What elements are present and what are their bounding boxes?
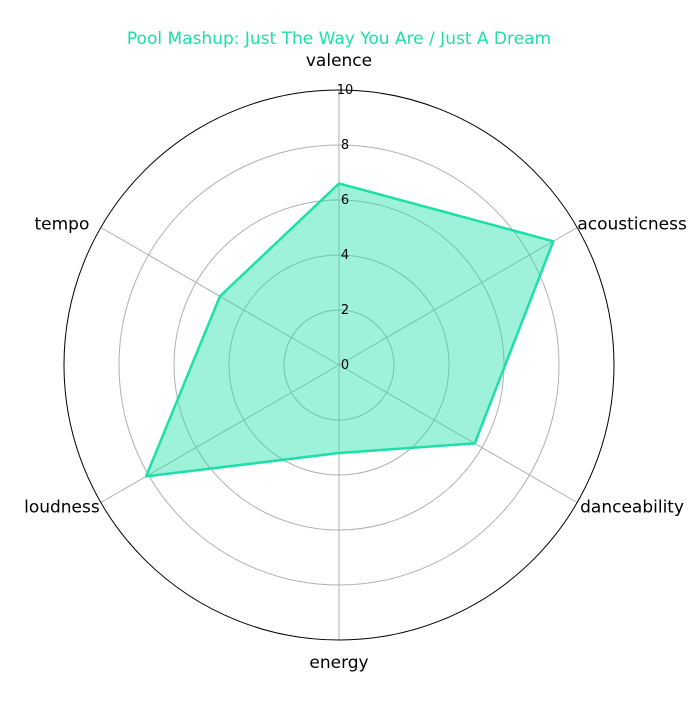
axis-labels: valence acousticness danceability energy lou… [24, 51, 687, 673]
spoke-acousticness [338, 227, 578, 366]
series-fill [146, 183, 554, 477]
radar-series [144, 182, 555, 478]
radial-tick-labels: 0 2 4 6 8 10 [337, 83, 354, 373]
axis-label-acousticness: acousticness [577, 215, 687, 235]
axis-label-tempo: tempo [34, 215, 89, 235]
axis-label-danceability: danceability [580, 498, 684, 518]
axis-label-energy: energy [309, 653, 368, 673]
chart-title: Pool Mashup: Just The Way You Are / Just… [127, 29, 551, 49]
tick-label-0: 0 [341, 358, 349, 373]
tick-label-6: 6 [341, 193, 349, 208]
spoke-loudness [100, 364, 340, 503]
axis-label-valence: valence [306, 51, 372, 71]
outer-frame [63, 89, 615, 641]
tick-label-8: 8 [341, 138, 349, 153]
tick-label-4: 4 [341, 248, 349, 263]
axis-label-loudness: loudness [24, 498, 100, 518]
tick-label-10: 10 [337, 83, 354, 98]
radar-grid [63, 89, 615, 641]
spoke-danceability [338, 364, 578, 503]
tick-label-2: 2 [341, 303, 349, 318]
